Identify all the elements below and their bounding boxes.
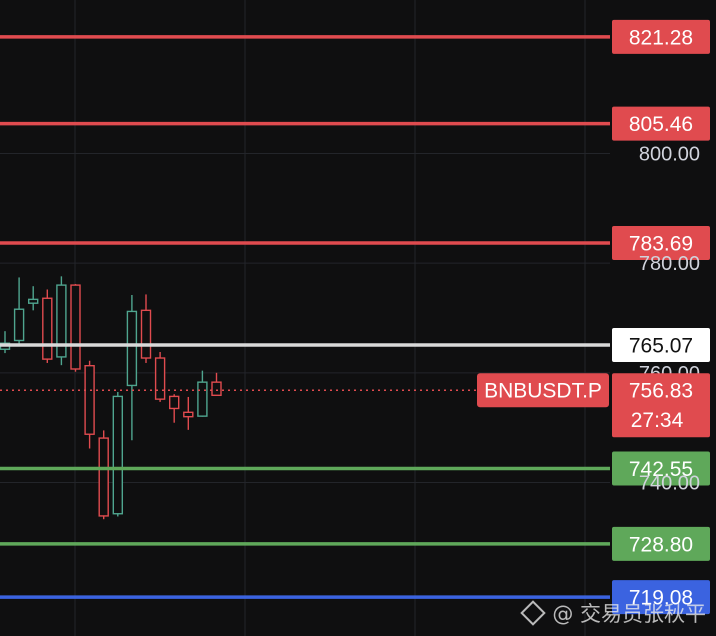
- candle-body: [84, 365, 95, 435]
- candle-body: [183, 411, 194, 418]
- price-levels: 821.28 805.46 783.69 765.07 742.55 728.80 719.…: [0, 19, 710, 615]
- price-level-tag-background: [612, 328, 710, 363]
- price-level[interactable]: 719.08: [0, 580, 710, 615]
- price-level-tag: 783.69: [629, 232, 693, 255]
- candle: [56, 276, 67, 366]
- candle-body: [140, 309, 152, 359]
- price-level-tag-background: [612, 106, 710, 141]
- candle: [13, 277, 25, 346]
- current-price-tag: 756.83: [629, 380, 693, 403]
- candle-body: [168, 395, 180, 410]
- grid-lines: [0, 0, 610, 636]
- candle: [28, 286, 39, 311]
- candle: [126, 294, 138, 441]
- countdown-timer: 27:34: [631, 409, 684, 432]
- candle: [112, 392, 124, 517]
- symbol-tag: BNBUSDT.P: [484, 380, 602, 403]
- candle-body: [197, 381, 208, 417]
- price-level-tag: 765.07: [629, 335, 693, 358]
- y-tick-label: 800.00: [639, 144, 700, 166]
- current-price: BNBUSDT.P 756.83 27:34: [0, 373, 710, 438]
- candle: [211, 372, 222, 397]
- candle: [168, 394, 180, 423]
- candle-body: [28, 298, 39, 304]
- price-level[interactable]: 805.46: [0, 106, 710, 141]
- binance-logo-icon: [520, 600, 547, 626]
- price-level-tag: 742.55: [629, 458, 693, 481]
- candle-body: [211, 381, 222, 397]
- candle: [70, 284, 81, 372]
- candle: [98, 430, 109, 520]
- candle: [42, 289, 53, 363]
- price-level-tag: 821.28: [629, 26, 693, 49]
- candle-body: [98, 437, 109, 517]
- price-level-tag-background: [612, 19, 710, 54]
- price-level-tag-background: [612, 526, 710, 561]
- candle-body: [42, 297, 53, 360]
- y-tick-label: 780.00: [639, 253, 700, 275]
- price-level-tag-background: [612, 451, 710, 486]
- price-level[interactable]: 765.07: [0, 328, 710, 363]
- candle: [197, 370, 208, 417]
- candle-body: [112, 395, 124, 515]
- candle: [154, 351, 166, 402]
- watermark-text: @ 交易员张秋平: [552, 602, 706, 626]
- candle: [0, 331, 11, 354]
- price-level[interactable]: 783.69: [0, 225, 710, 260]
- symbol-tag-background: [477, 373, 609, 408]
- current-price-tag-background: [612, 373, 710, 438]
- price-level-tag-background: [612, 580, 710, 615]
- price-level[interactable]: 728.80: [0, 526, 710, 561]
- candle: [84, 360, 95, 449]
- candle-body: [56, 284, 67, 358]
- y-tick-label: 740.00: [639, 472, 700, 494]
- candle-body: [154, 357, 166, 400]
- price-level[interactable]: 742.55: [0, 451, 710, 486]
- candle: [140, 294, 152, 363]
- candles: [0, 276, 222, 520]
- candle: [183, 396, 194, 430]
- price-level[interactable]: 821.28: [0, 19, 710, 54]
- watermark: @ 交易员张秋平: [520, 598, 706, 628]
- candle-body: [126, 310, 138, 387]
- candle-body: [70, 284, 81, 370]
- price-level-tag: 719.08: [629, 587, 693, 610]
- price-level-tag-background: [612, 225, 710, 260]
- candle-body: [13, 308, 25, 342]
- price-level-tag: 728.80: [629, 533, 693, 556]
- price-level-tag: 805.46: [629, 113, 693, 136]
